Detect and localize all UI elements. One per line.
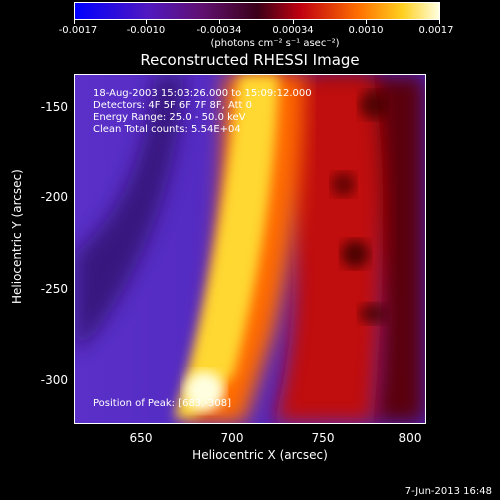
colorbar-tick — [219, 20, 220, 24]
x-tick-label: 750 — [311, 431, 335, 445]
colorbar-tick — [74, 20, 75, 24]
colorbar-tick-label: -0.0010 — [126, 25, 166, 36]
y-tick-label: -250 — [40, 282, 68, 296]
colorbar-tick — [146, 20, 147, 24]
generated-date: 7-Jun-2013 16:48 — [404, 486, 492, 497]
colorbar-units: (photons cm⁻² s⁻¹ asec⁻²) — [210, 38, 340, 49]
colorbar — [74, 2, 440, 20]
y-axis-label: Heliocentric Y (arcsec) — [10, 169, 24, 304]
observation-time: 18-Aug-2003 15:03:26.000 to 15:09:12.000 — [93, 88, 312, 99]
colorbar-tick-label: 0.0017 — [418, 25, 454, 36]
rhessi-image — [74, 74, 426, 424]
colorbar-tick — [366, 20, 367, 24]
x-axis-label: Heliocentric X (arcsec) — [192, 448, 328, 462]
x-tick-label: 800 — [398, 431, 422, 445]
x-tick-label: 700 — [220, 431, 244, 445]
colorbar-tick-label: -0.0017 — [58, 25, 98, 36]
colorbar-tick — [293, 20, 294, 24]
image-title: Reconstructed RHESSI Image — [140, 51, 360, 69]
y-tick-label: -200 — [40, 190, 68, 204]
peak-position: Position of Peak: [683,-308] — [93, 398, 231, 409]
colorbar-tick — [439, 20, 440, 24]
y-tick-label: -300 — [40, 373, 68, 387]
colorbar-tick-label: -0.00034 — [196, 25, 242, 36]
colorbar-tick-label: 0.0010 — [348, 25, 384, 36]
algorithm-counts: Clean Total counts: 5.54E+04 — [93, 124, 241, 135]
colorbar-tick-label: 0.00034 — [272, 25, 314, 36]
detectors: Detectors: 4F 5F 6F 7F 8F, Att 0 — [93, 100, 253, 111]
energy-range: Energy Range: 25.0 - 50.0 keV — [93, 112, 246, 123]
y-tick-label: -150 — [40, 100, 68, 114]
x-tick-label: 650 — [129, 431, 153, 445]
